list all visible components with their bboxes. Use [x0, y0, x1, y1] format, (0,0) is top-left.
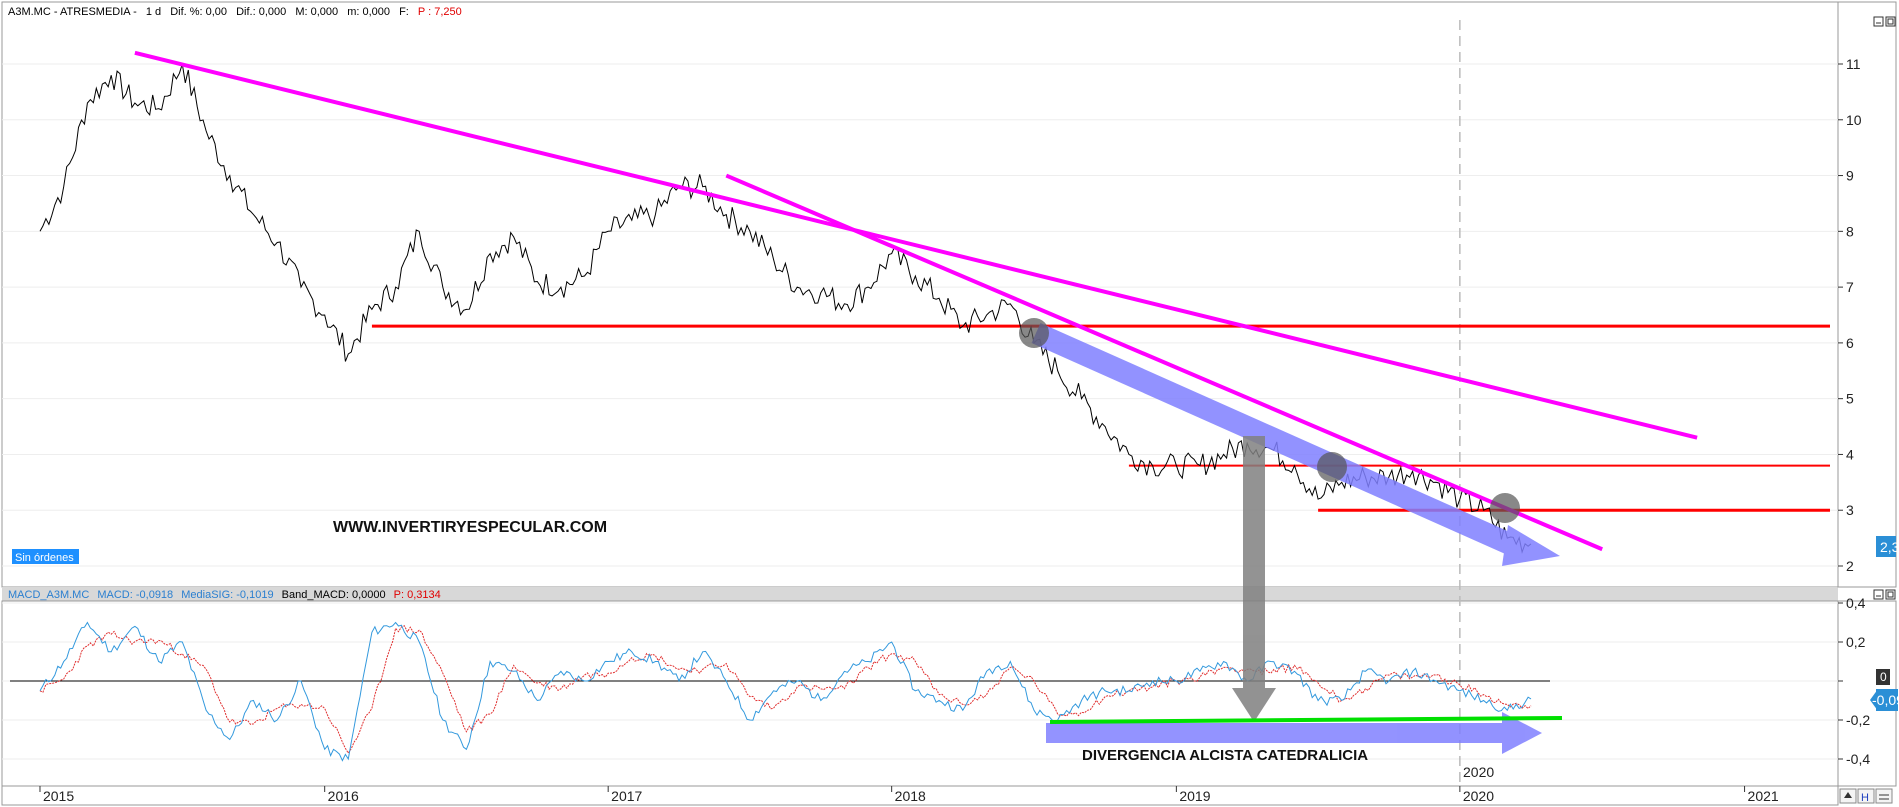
macd-panel-minimize-button[interactable]: [1873, 589, 1884, 600]
macd-signal-label: MediaSIG: -0,1019: [181, 589, 273, 601]
p-label: P : 7,250: [418, 6, 462, 18]
price-gridlines: [2, 63, 1838, 567]
time-tick-label: 2021: [1748, 788, 1779, 804]
time-tick-label: 2017: [611, 788, 642, 804]
marker-circle-3: [1490, 493, 1520, 523]
svg-text:H: H: [1861, 792, 1869, 804]
dif-pct-label: Dif. %: 0,00: [170, 6, 227, 18]
price-axis-ticks: 2 3 4 5 6 7 8 9 10 11: [1838, 56, 1862, 574]
macd-p-label: P: 0,3134: [394, 589, 441, 601]
price-tick-label: 3: [1846, 502, 1854, 518]
watermark-text: WWW.INVERTIRYESPECULAR.COM: [333, 519, 607, 536]
macd-value-tag: -0,092 0: [1870, 669, 1899, 711]
price-tick-label: 6: [1846, 335, 1854, 351]
price-tick-label: 5: [1846, 391, 1854, 407]
last-price-tag: 2,396: [1876, 536, 1899, 557]
time-tick-label: 2015: [43, 788, 74, 804]
price-series-line: [39, 63, 1532, 554]
macd-tick-label: -0,4: [1846, 751, 1870, 767]
period-label: 1 d: [146, 6, 161, 18]
macd-header: MACD_A3M.MC MACD: -0,0918 MediaSIG: -0,1…: [8, 589, 441, 601]
blue-divergence-arrow: [1046, 712, 1542, 754]
price-tick-label: 11: [1846, 56, 1861, 72]
resistance-trendline: [134, 50, 1698, 440]
zoom-button[interactable]: H: [1857, 788, 1875, 804]
price-tick-label: 9: [1846, 168, 1854, 184]
time-axis: [1, 785, 1839, 806]
resistance-trendline: [725, 173, 1603, 552]
time-tick-label: 2019: [1179, 788, 1210, 804]
max-label: M: 0,000: [295, 6, 338, 18]
price-tick-label: 10: [1846, 112, 1862, 128]
time-tick-label: 2018: [895, 788, 926, 804]
macd-tick-label: 0,2: [1846, 634, 1866, 650]
dif-label: Dif.: 0,000: [236, 6, 286, 18]
macd-panel-maximize-button[interactable]: [1885, 589, 1896, 600]
min-label: m: 0,000: [347, 6, 390, 18]
macd-tick-label: 0,4: [1846, 595, 1866, 611]
symbol-label: A3M.MC - ATRESMEDIA -: [8, 6, 137, 18]
macd-year-marker: 2020: [1463, 764, 1494, 780]
resistance-trendlines: [134, 50, 1698, 552]
macd-value-label: MACD: -0,0918: [97, 589, 173, 601]
marker-circle-2: [1317, 452, 1347, 482]
time-axis-ticks: 2015 2016 2017 2018 2019 2020 2021: [39, 786, 1779, 804]
price-panel: [1, 1, 1839, 588]
price-panel-maximize-button[interactable]: [1885, 16, 1896, 27]
orders-badge-label: Sin órdenes: [15, 552, 74, 564]
time-tick-label: 2020: [1463, 788, 1494, 804]
panel-separator: [2, 587, 1838, 601]
price-axis: [1837, 1, 1897, 588]
macd-name-label: MACD_A3M.MC: [8, 589, 89, 601]
gray-divergence-arrow: [1232, 436, 1276, 722]
price-tick-label: 7: [1846, 279, 1854, 295]
time-tick-label: 2016: [328, 788, 359, 804]
price-tick-label: 8: [1846, 223, 1854, 239]
divergence-support-line: [1049, 716, 1563, 724]
settings-button[interactable]: [1875, 788, 1893, 804]
price-panel-minimize-button[interactable]: [1873, 16, 1884, 27]
macd-signal-line: [39, 625, 1532, 755]
macd-band-label: Band_MACD: 0,0000: [282, 589, 386, 601]
macd-zero-tag-label: 0: [1880, 670, 1887, 684]
divergence-annotation: DIVERGENCIA ALCISTA CATEDRALICIA: [1082, 747, 1368, 764]
macd-tick-label: -0,2: [1846, 712, 1870, 728]
macd-tag-label: -0,092: [1872, 692, 1899, 708]
f-label: F:: [399, 6, 409, 18]
header-bar: A3M.MC - ATRESMEDIA - 1 d Dif. %: 0,00 D…: [8, 6, 462, 18]
macd-axis-ticks: -0,4 -0,2 0,2 0,4: [1838, 595, 1870, 767]
price-tick-label: 4: [1846, 446, 1854, 462]
scroll-left-button[interactable]: [1839, 788, 1857, 804]
marker-circle-1: [1019, 318, 1049, 348]
price-tick-label: 2: [1846, 558, 1854, 574]
last-price-label: 2,396: [1880, 539, 1899, 555]
orders-badge[interactable]: Sin órdenes: [12, 549, 79, 564]
blue-trend-arrow: [1031, 322, 1560, 566]
macd-line: [39, 621, 1532, 762]
